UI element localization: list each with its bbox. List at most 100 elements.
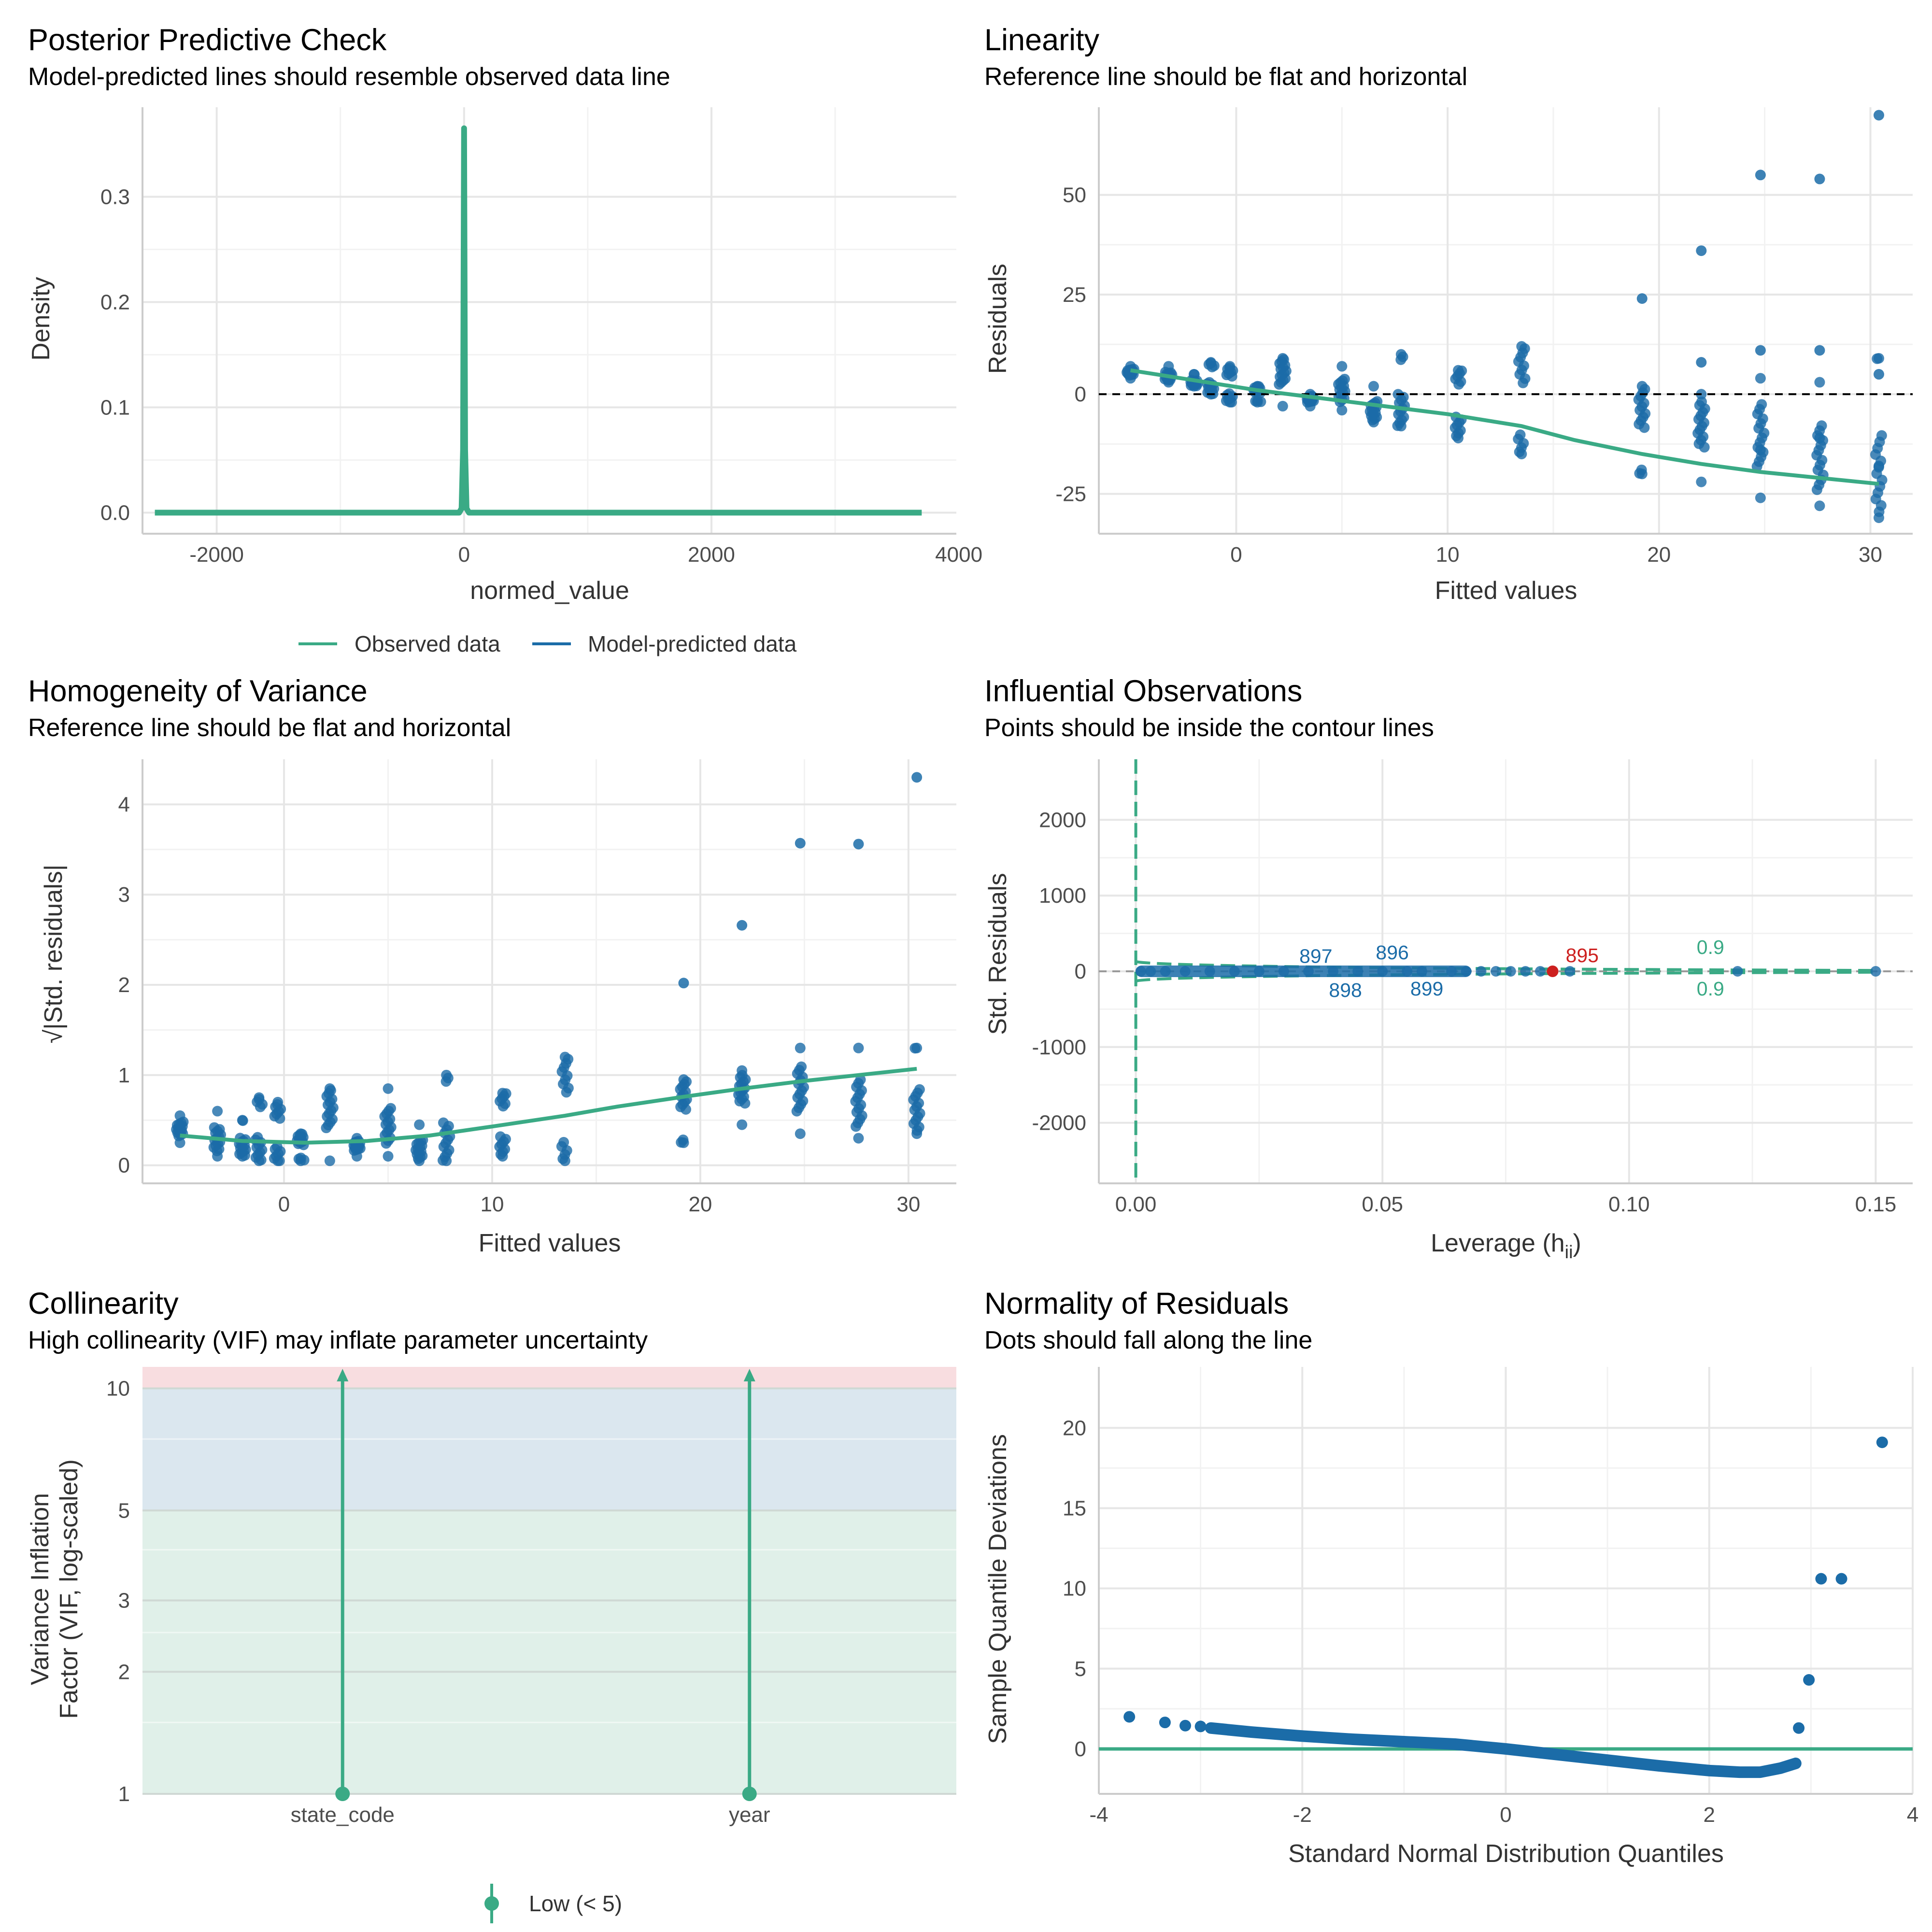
homogeneity-point — [351, 1151, 362, 1162]
influential-plot-area: 0.00 0.05 0.10 0.15 -2000 -1000 0 1000 2000 897 89… — [1032, 759, 1913, 1216]
homogeneity-point — [559, 1155, 570, 1166]
homogeneity-point — [254, 1155, 265, 1166]
linearity-point — [1368, 416, 1379, 427]
linearity-plot-area: 0 10 20 30 -25 0 25 50 — [1055, 107, 1913, 567]
homogeneity-x-tick-label: 0 — [278, 1193, 290, 1216]
vif-zone-2 — [142, 1367, 956, 1389]
homogeneity-point — [441, 1155, 452, 1166]
influential-point — [1377, 966, 1388, 977]
homogeneity-y-axis-label: √|Std. residuals| — [40, 865, 68, 1044]
influential-point — [1732, 966, 1743, 977]
homogeneity-subtitle: Reference line should be flat and horizo… — [28, 714, 511, 742]
homogeneity-point — [254, 1092, 265, 1103]
influential-point-label: 899 — [1410, 978, 1443, 1000]
linearity-point — [1188, 369, 1199, 380]
influential-panel: Influential Observations Points should b… — [984, 674, 1913, 1263]
collinearity-y-tick-label: 2 — [118, 1660, 130, 1684]
influential-point — [1229, 966, 1240, 977]
homogeneity-point — [174, 1137, 185, 1148]
homogeneity-point — [383, 1083, 394, 1094]
influential-y-tick-label: -1000 — [1032, 1036, 1086, 1059]
homogeneity-point — [272, 1096, 284, 1108]
legend-low-label: Low (< 5) — [529, 1891, 622, 1916]
influential-point — [1179, 966, 1191, 977]
collinearity-x-tick-label: year — [729, 1803, 770, 1827]
influential-highlight-point — [1547, 966, 1559, 977]
linearity-point — [1163, 377, 1174, 388]
linearity-outlier-point — [1814, 432, 1825, 443]
linearity-point — [1277, 400, 1288, 412]
ppc-y-tick-label: 0.0 — [100, 501, 130, 525]
normality-y-axis-label: Sample Quantile Deviations — [984, 1434, 1012, 1744]
homogeneity-point — [209, 1122, 220, 1133]
homogeneity-point — [295, 1155, 306, 1166]
homogeneity-point — [271, 1141, 283, 1152]
linearity-y-tick-label: 0 — [1075, 383, 1086, 406]
linearity-x-tick-label: 30 — [1859, 543, 1882, 567]
vif-zone-1 — [142, 1388, 956, 1511]
normality-dense-points — [1205, 1722, 1802, 1778]
legend-predicted-label: Model-predicted data — [588, 631, 797, 656]
linearity-panel: Linearity Reference line should be flat … — [984, 23, 1913, 605]
linearity-outlier-point — [1696, 357, 1707, 368]
linearity-x-tick-label: 20 — [1647, 543, 1671, 567]
linearity-point — [1816, 420, 1827, 431]
influential-x-axis-label: Leverage (hii) — [1431, 1229, 1581, 1263]
linearity-point — [1223, 388, 1235, 399]
influential-y-tick-label: -2000 — [1032, 1111, 1086, 1135]
normality-y-tick-label: 10 — [1063, 1577, 1086, 1601]
linearity-point — [1339, 373, 1350, 384]
linearity-point — [1277, 353, 1288, 364]
linearity-point — [1515, 429, 1526, 440]
ppc-panel: Posterior Predictive Check Model-predict… — [27, 23, 982, 656]
linearity-outlier-point — [1873, 460, 1884, 471]
leverage-label-close: ) — [1573, 1229, 1581, 1257]
ppc-y-tick-label: 0.2 — [100, 290, 130, 314]
vif-arrow-state_code — [337, 1369, 349, 1381]
influential-point — [1352, 966, 1364, 977]
homogeneity-point — [295, 1128, 306, 1139]
linearity-point — [1252, 397, 1263, 408]
homogeneity-point — [272, 1155, 284, 1166]
homogeneity-outlier-point — [795, 838, 806, 849]
homogeneity-point — [212, 1106, 223, 1117]
linearity-point — [1224, 397, 1236, 408]
homogeneity-smooth-line — [180, 1066, 917, 1145]
linearity-x-tick-label: 10 — [1436, 543, 1460, 567]
influential-point — [1253, 966, 1264, 977]
normality-point — [1123, 1711, 1136, 1723]
influential-point — [1520, 966, 1531, 977]
influential-y-tick-label: 2000 — [1039, 808, 1086, 832]
homogeneity-title: Homogeneity of Variance — [28, 674, 368, 708]
ppc-title: Posterior Predictive Check — [28, 23, 387, 57]
linearity-outlier-point — [1814, 345, 1825, 356]
homogeneity-point — [383, 1151, 394, 1162]
influential-point — [1505, 966, 1516, 977]
linearity-point — [1755, 373, 1766, 384]
normality-x-axis-label: Standard Normal Distribution Quantiles — [1288, 1840, 1724, 1868]
linearity-point — [1395, 421, 1406, 432]
normality-x-tick-label: -4 — [1089, 1803, 1108, 1827]
leverage-label-subscript: ii — [1565, 1242, 1573, 1263]
homogeneity-point — [853, 1042, 864, 1053]
linearity-outlier-point — [1755, 444, 1766, 455]
homogeneity-point — [237, 1115, 248, 1126]
influential-point — [1446, 966, 1457, 977]
normality-panel: Normality of Residuals Dots should fall … — [984, 1287, 1918, 1868]
ppc-plot-area: -2000 0 2000 4000 0.0 0.1 0.2 0.3 — [100, 107, 982, 567]
homogeneity-point — [495, 1131, 506, 1142]
influential-y-tick-label: 0 — [1075, 960, 1086, 983]
influential-point — [1328, 966, 1339, 977]
homogeneity-x-tick-label: 20 — [688, 1193, 712, 1216]
linearity-point — [1696, 396, 1707, 407]
collinearity-y-tick-label: 5 — [118, 1499, 130, 1522]
homogeneity-point — [911, 1042, 923, 1053]
vif-point-state_code — [335, 1787, 350, 1801]
normality-x-tick-label: 0 — [1500, 1803, 1511, 1827]
homogeneity-x-axis-label: Fitted values — [479, 1229, 621, 1257]
normality-y-tick-label: 0 — [1075, 1737, 1086, 1761]
homogeneity-point — [174, 1110, 185, 1121]
linearity-outlier-point — [1755, 345, 1766, 356]
normality-point — [1876, 1436, 1888, 1449]
